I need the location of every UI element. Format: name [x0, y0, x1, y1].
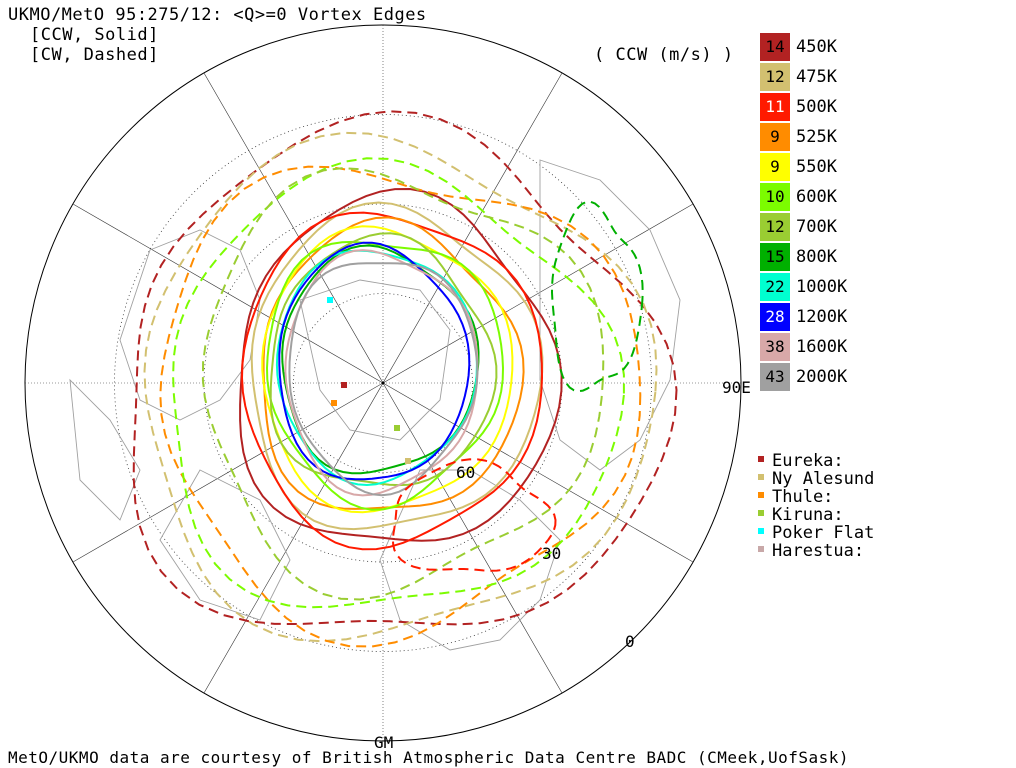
latitude-circle — [114, 114, 652, 652]
units-label: ( CCW (m/s) ) — [594, 45, 734, 65]
legend-swatch: 9 — [760, 123, 790, 151]
vortex-edge-solid — [240, 211, 544, 551]
meridian-line — [382, 382, 694, 563]
vortex-contours — [132, 110, 678, 648]
meridian-line — [203, 382, 384, 694]
legend-swatch: 15 — [760, 243, 790, 271]
vortex-edge-solid — [269, 232, 498, 487]
lat-0-label: 0 — [625, 632, 635, 651]
legend-level-label: 2000K — [796, 367, 848, 387]
vortex-edge-solid — [288, 262, 479, 497]
station-legend-marker — [758, 474, 764, 480]
meridian-line — [382, 382, 563, 694]
legend-level-label: 1600K — [796, 337, 848, 357]
legend-level-label: 700K — [796, 217, 837, 237]
station-legend-marker — [758, 456, 764, 462]
station-legend-marker — [758, 492, 764, 498]
vortex-edge-dashed — [550, 200, 644, 393]
coastline — [119, 229, 261, 421]
vortex-edge-dashed — [201, 167, 605, 601]
cw-dashed-note: [CW, Dashed] — [30, 45, 159, 65]
vortex-edge-solid — [275, 249, 478, 487]
legend-swatch: 14 — [760, 33, 790, 61]
legend-level-label: 800K — [796, 247, 837, 267]
vortex-edge-dashed — [132, 110, 678, 626]
lon-90e-label: 90E — [722, 378, 751, 397]
gm-label: GM — [374, 733, 394, 752]
meridian-line — [203, 72, 384, 384]
ccw-solid-note: [CCW, Solid] — [30, 25, 159, 45]
vortex-edge-solid — [250, 201, 544, 531]
coastline — [69, 378, 141, 521]
legend-swatch: 43 — [760, 363, 790, 391]
station-legend-name: Ny Alesund — [772, 469, 875, 489]
legend-level-label: 500K — [796, 97, 837, 117]
vortex-edge-dashed — [391, 458, 557, 572]
station-legend-marker — [758, 546, 764, 552]
vortex-edge-dashed — [159, 165, 642, 648]
legend-level-label: 525K — [796, 127, 837, 147]
latitude-circle — [293, 293, 473, 473]
coastline — [379, 469, 561, 651]
station-marker — [394, 425, 400, 431]
station-legend-name: Kiruna: — [772, 505, 844, 525]
meridian-line — [72, 382, 384, 563]
meridian-line — [382, 203, 694, 384]
coastlines — [69, 159, 681, 651]
legend-level-label: 1200K — [796, 307, 848, 327]
station-legend-marker — [758, 510, 764, 516]
station-legend-marker — [758, 528, 764, 534]
vortex-edge-solid — [239, 187, 563, 542]
station-legend-name: Thule: — [772, 487, 834, 507]
legend-swatch: 12 — [760, 63, 790, 91]
legend-swatch: 10 — [760, 183, 790, 211]
legend-level-label: 1000K — [796, 277, 848, 297]
station-legend-name: Poker Flat — [772, 523, 875, 543]
coastline — [159, 469, 291, 621]
station-marker — [341, 382, 347, 388]
vortex-edge-dashed — [172, 157, 625, 609]
legend-level-label: 475K — [796, 67, 837, 87]
legend-swatch: 9 — [760, 153, 790, 181]
lat-60-label: 60 — [456, 463, 476, 482]
station-legend-name: Harestua: — [772, 541, 865, 561]
station-marker — [327, 297, 333, 303]
footer-credit: MetO/UKMO data are courtesy of British A… — [8, 748, 850, 767]
station-legend-name: Eureka: — [772, 451, 844, 471]
coastline — [539, 159, 681, 471]
meridian-line — [72, 203, 384, 384]
legend-swatch: 38 — [760, 333, 790, 361]
station-marker — [331, 400, 337, 406]
legend-level-label: 450K — [796, 37, 837, 57]
vortex-edge-dashed — [143, 131, 658, 643]
legend-level-label: 600K — [796, 187, 837, 207]
station-markers — [327, 297, 411, 464]
coastline — [299, 279, 451, 441]
legend-swatch: 28 — [760, 303, 790, 331]
station-marker — [405, 458, 411, 464]
lat-30-label: 30 — [542, 544, 562, 563]
vortex-edge-solid — [284, 249, 479, 497]
vortex-edge-solid — [265, 240, 505, 511]
pole-dot — [381, 381, 385, 385]
legend-swatch: 12 — [760, 213, 790, 241]
legend-swatch: 22 — [760, 273, 790, 301]
meridian-line — [382, 72, 563, 384]
plot-title: UKMO/MetO 95:275/12: <Q>=0 Vortex Edges — [8, 5, 427, 25]
legend-level-label: 550K — [796, 157, 837, 177]
legend-swatch: 11 — [760, 93, 790, 121]
vortex-edge-solid — [281, 244, 480, 475]
vortex-edge-solid — [262, 216, 525, 510]
